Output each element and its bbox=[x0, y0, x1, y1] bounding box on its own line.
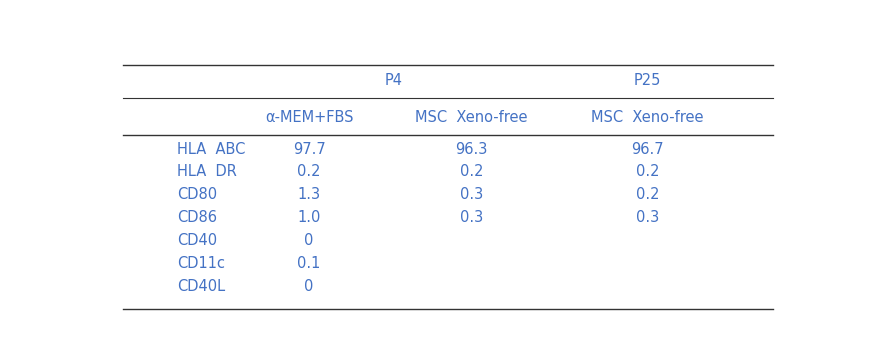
Text: 1.3: 1.3 bbox=[297, 187, 321, 202]
Text: 0.2: 0.2 bbox=[636, 187, 660, 202]
Text: 0.2: 0.2 bbox=[460, 164, 483, 179]
Text: CD86: CD86 bbox=[177, 210, 217, 225]
Text: HLA  ABC: HLA ABC bbox=[177, 142, 246, 156]
Text: 0.3: 0.3 bbox=[460, 187, 483, 202]
Text: 1.0: 1.0 bbox=[297, 210, 321, 225]
Text: CD40L: CD40L bbox=[177, 279, 225, 294]
Text: 0: 0 bbox=[304, 233, 314, 248]
Text: CD40: CD40 bbox=[177, 233, 217, 248]
Text: 0.2: 0.2 bbox=[636, 164, 660, 179]
Text: MSC  Xeno-free: MSC Xeno-free bbox=[592, 110, 704, 125]
Text: MSC  Xeno-free: MSC Xeno-free bbox=[415, 110, 528, 125]
Text: 96.3: 96.3 bbox=[455, 142, 488, 156]
Text: HLA  DR: HLA DR bbox=[177, 164, 237, 179]
Text: 0.3: 0.3 bbox=[636, 210, 659, 225]
Text: α-MEM+FBS: α-MEM+FBS bbox=[265, 110, 353, 125]
Text: 0: 0 bbox=[304, 279, 314, 294]
Text: 0.2: 0.2 bbox=[297, 164, 321, 179]
Text: 0.3: 0.3 bbox=[460, 210, 483, 225]
Text: P25: P25 bbox=[634, 73, 662, 88]
Text: CD11c: CD11c bbox=[177, 256, 225, 271]
Text: 96.7: 96.7 bbox=[631, 142, 664, 156]
Text: 0.1: 0.1 bbox=[297, 256, 321, 271]
Text: P4: P4 bbox=[385, 73, 403, 88]
Text: CD80: CD80 bbox=[177, 187, 217, 202]
Text: 97.7: 97.7 bbox=[293, 142, 325, 156]
